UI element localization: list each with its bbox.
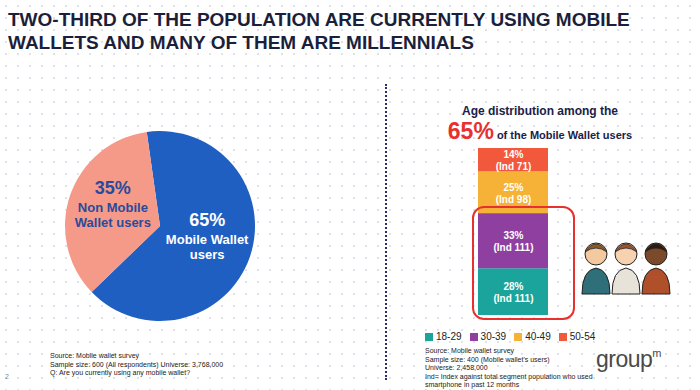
html-text:Source: Mobile wallet survey: Source: Mobile wallet survey <box>425 347 515 354</box>
html-text:40-49: 40-49 <box>525 331 551 342</box>
html-text:Ind= Index against total segme: Ind= Index against total segment populat… <box>425 372 593 388</box>
html-text:Sample size: 600 (All responde: Sample size: 600 (All respondents) Unive… <box>50 360 224 368</box>
html-text:Age distribution among the: Age distribution among the <box>462 104 618 118</box>
svg-text:28%(Ind 111): 28%(Ind 111) <box>493 281 533 305</box>
html-text:Source: Mobile wallet survey: Source: Mobile wallet survey <box>50 352 140 359</box>
html-text:of the Mobile Wallet users: of the Mobile Wallet users <box>493 129 633 141</box>
html-text:group: group <box>596 346 653 372</box>
html-text:Q: Are you currently using any: Q: Are you currently using any mobile wa… <box>50 369 191 376</box>
svg-text:35%Non MobileWallet users: 35%Non MobileWallet users <box>75 178 151 230</box>
svg-text:25%(Ind 98): 25%(Ind 98) <box>496 182 532 206</box>
html-text:30-39: 30-39 <box>480 331 507 342</box>
svg-text:33%(Ind 111): 33%(Ind 111) <box>493 230 533 254</box>
html-text:m: m <box>652 347 661 359</box>
html-text:Sample size: 400 (Mobile walle: Sample size: 400 (Mobile wallet's users) <box>425 355 550 363</box>
html-text:65%: 65% <box>447 118 494 144</box>
html-text:18-29: 18-29 <box>436 331 462 342</box>
html-text:Universe: 2,458,000: Universe: 2,458,000 <box>425 364 488 371</box>
svg-text:65%Mobile Walletusers: 65%Mobile Walletusers <box>166 210 249 262</box>
html-text:2: 2 <box>5 373 9 380</box>
html-text:TWO-THIRD OF THE POPULATION AR: TWO-THIRD OF THE POPULATION ARE CURRENTL… <box>8 9 630 53</box>
svg-text:14%(Ind 71): 14%(Ind 71) <box>496 149 532 173</box>
html-text:50-54: 50-54 <box>569 331 596 342</box>
